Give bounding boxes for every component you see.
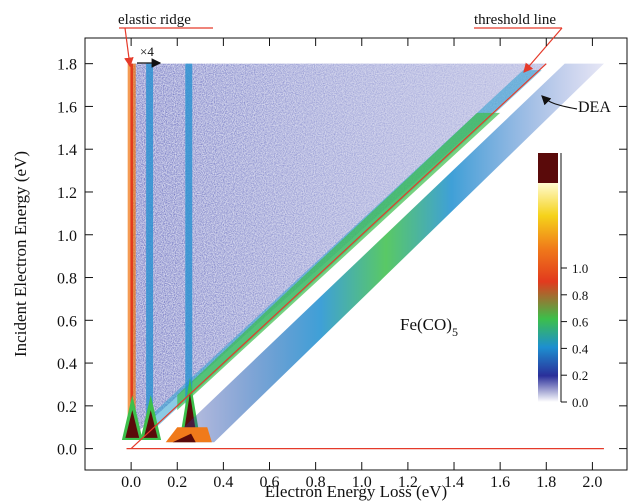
annotation: elastic ridge: [118, 12, 191, 28]
y-tick-label: 0.0: [57, 442, 77, 459]
y-tick-label: 0.2: [57, 399, 77, 416]
ridge-core: [130, 63, 133, 438]
colorbar-tick-label: 0.6: [572, 315, 589, 330]
annotation: ×4: [140, 44, 154, 59]
annotation: DEA: [578, 99, 611, 116]
colorbar-overflow: [538, 153, 558, 183]
x-tick-label: 0.0: [121, 474, 141, 491]
colorbar-tick-label: 0.8: [572, 288, 588, 303]
colorbar-tick-label: 0.4: [572, 341, 589, 356]
annotation: Fe(CO)5: [400, 315, 458, 339]
x-tick-label: 0.6: [260, 474, 280, 491]
x-tick-label: 0.8: [306, 474, 326, 491]
intensity-band: [177, 112, 501, 411]
y-tick-label: 0.6: [57, 313, 77, 330]
molecule: Fe(CO): [400, 315, 452, 334]
y-tick-label: 1.6: [57, 99, 77, 116]
y-tick-label: 1.0: [57, 228, 77, 245]
y-tick-label: 1.2: [57, 185, 77, 202]
heatmap: [121, 63, 604, 450]
x-tick-label: 1.0: [352, 474, 372, 491]
x-tick-label: 1.8: [536, 474, 556, 491]
x-tick-label: 0.2: [167, 474, 187, 491]
annotation-arrow: [523, 27, 563, 73]
ridge: [146, 63, 154, 438]
colorbar: 0.0 0.2 0.4 0.6 0.8 1.0: [538, 153, 589, 410]
y-tick-label: 0.8: [57, 271, 77, 288]
dea-band: [168, 63, 604, 443]
ridge: [185, 63, 193, 438]
y-axis-label: Incident Electron Energy (eV): [11, 151, 30, 357]
ridge-peak: [143, 410, 158, 438]
plot-frame: [84, 37, 628, 471]
y-tick-label: 1.4: [57, 142, 77, 159]
x-axis-label: Electron Energy Loss (eV): [265, 482, 447, 501]
ridge-peak: [125, 410, 140, 438]
annotation: threshold line: [474, 12, 556, 28]
x-tick-label: 2.0: [582, 474, 602, 491]
molecule-subscript: 5: [452, 325, 458, 339]
colorbar-tick-label: 0.2: [572, 368, 588, 383]
x-tick-label: 1.2: [398, 474, 418, 491]
x-tick-label: 1.4: [444, 474, 464, 491]
colorbar-tick-label: 0.0: [572, 395, 588, 410]
dea-peak: [172, 433, 196, 443]
threshold-line: [130, 63, 547, 450]
x-tick-label: 1.6: [490, 474, 510, 491]
x-tick-label: 0.4: [213, 474, 233, 491]
colorbar-tick-label: 1.0: [572, 261, 588, 276]
colorbar-gradient: [538, 183, 558, 402]
annotation-arrow: [541, 95, 578, 110]
y-tick-label: 0.4: [57, 356, 77, 373]
annotation-arrow: [124, 27, 134, 68]
y-tick-label: 1.8: [57, 57, 77, 74]
